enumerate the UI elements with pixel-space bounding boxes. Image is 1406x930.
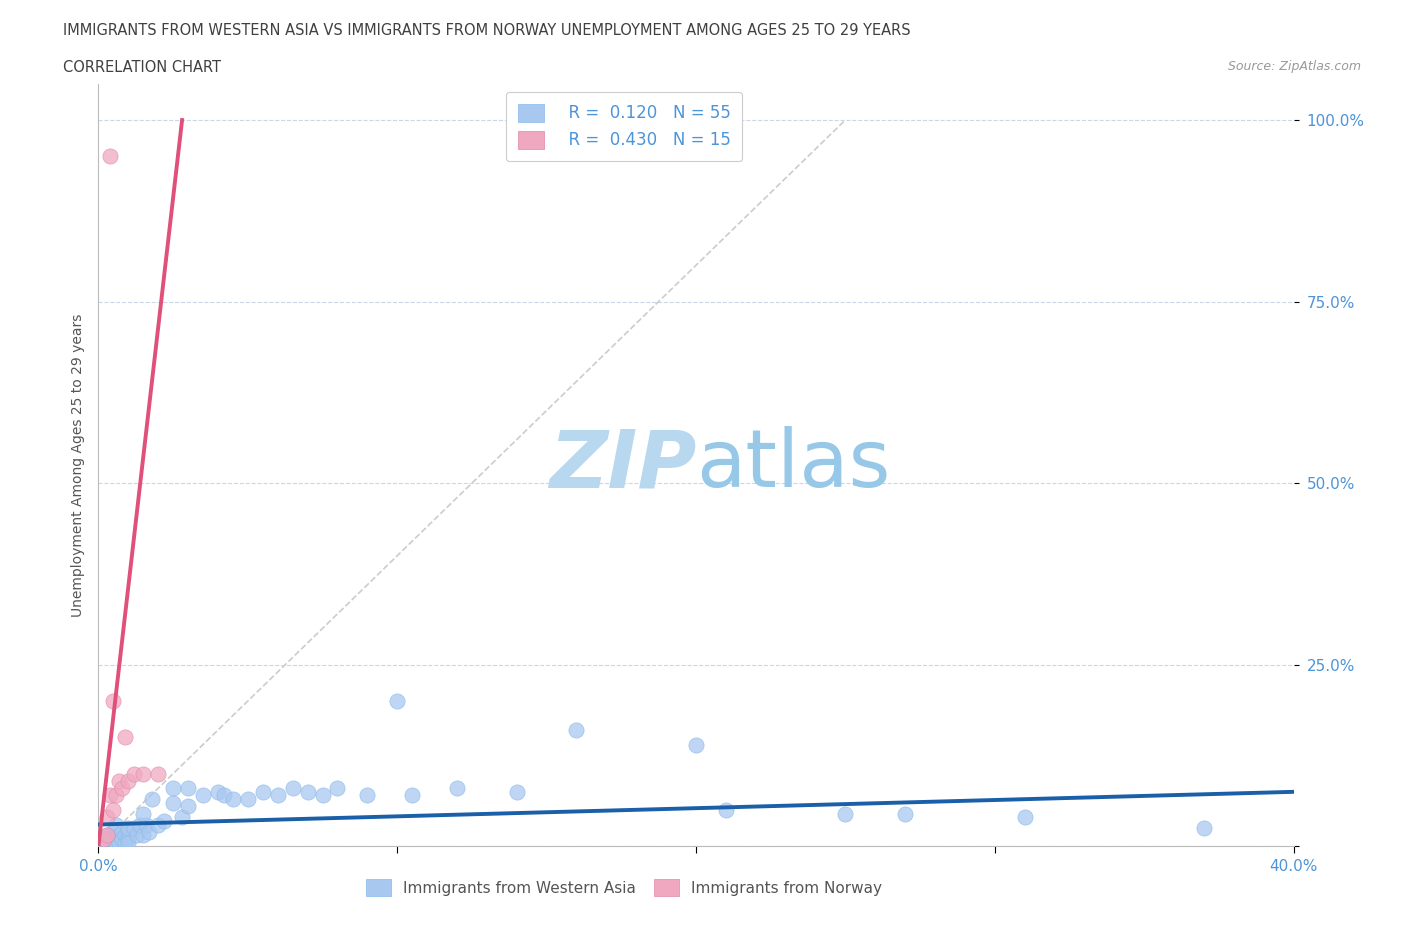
Point — [506, 784, 529, 799]
Point — [114, 828, 136, 843]
Point — [685, 737, 707, 752]
Point — [127, 828, 149, 843]
Point — [96, 828, 118, 843]
Point — [96, 810, 118, 825]
Point — [401, 788, 423, 803]
Point — [117, 824, 139, 839]
Text: ZIP: ZIP — [548, 426, 696, 504]
Point — [114, 730, 136, 745]
Point — [108, 774, 131, 789]
Point — [222, 791, 245, 806]
Point — [135, 817, 157, 832]
Point — [105, 817, 128, 832]
Point — [114, 835, 136, 850]
Point — [111, 831, 134, 846]
Point — [124, 820, 146, 835]
Point — [252, 784, 274, 799]
Point — [714, 803, 737, 817]
Point — [96, 828, 118, 843]
Point — [93, 831, 115, 846]
Point — [565, 723, 588, 737]
Point — [326, 781, 349, 796]
Point — [385, 694, 409, 709]
Point — [117, 774, 139, 789]
Point — [111, 824, 134, 839]
Point — [103, 803, 125, 817]
Point — [834, 806, 856, 821]
Point — [1014, 810, 1036, 825]
Point — [297, 784, 319, 799]
Point — [108, 828, 131, 843]
Point — [132, 766, 155, 781]
Point — [103, 694, 125, 709]
Point — [117, 820, 139, 835]
Point — [132, 828, 155, 843]
Point — [148, 817, 170, 832]
Point — [191, 788, 214, 803]
Point — [98, 788, 122, 803]
Legend: Immigrants from Western Asia, Immigrants from Norway: Immigrants from Western Asia, Immigrants… — [359, 871, 890, 903]
Point — [105, 788, 128, 803]
Point — [172, 810, 194, 825]
Point — [129, 817, 152, 832]
Point — [138, 824, 160, 839]
Text: IMMIGRANTS FROM WESTERN ASIA VS IMMIGRANTS FROM NORWAY UNEMPLOYMENT AMONG AGES 2: IMMIGRANTS FROM WESTERN ASIA VS IMMIGRAN… — [63, 23, 911, 38]
Text: Source: ZipAtlas.com: Source: ZipAtlas.com — [1227, 60, 1361, 73]
Point — [311, 788, 333, 803]
Point — [105, 835, 128, 850]
Point — [207, 784, 229, 799]
Y-axis label: Unemployment Among Ages 25 to 29 years: Unemployment Among Ages 25 to 29 years — [70, 313, 84, 617]
Point — [132, 806, 155, 821]
Point — [98, 149, 122, 164]
Point — [117, 831, 139, 846]
Point — [894, 806, 917, 821]
Text: CORRELATION CHART: CORRELATION CHART — [63, 60, 221, 75]
Point — [162, 795, 184, 810]
Point — [103, 824, 125, 839]
Point — [446, 781, 468, 796]
Text: atlas: atlas — [696, 426, 890, 504]
Point — [212, 788, 235, 803]
Point — [236, 791, 259, 806]
Point — [124, 766, 146, 781]
Point — [162, 781, 184, 796]
Point — [1192, 820, 1215, 835]
Point — [177, 799, 200, 814]
Point — [267, 788, 290, 803]
Point — [281, 781, 304, 796]
Point — [93, 831, 115, 846]
Point — [141, 791, 163, 806]
Point — [153, 814, 176, 829]
Point — [177, 781, 200, 796]
Point — [98, 831, 122, 846]
Point — [148, 766, 170, 781]
Point — [108, 835, 131, 850]
Point — [111, 781, 134, 796]
Point — [103, 831, 125, 846]
Point — [356, 788, 378, 803]
Point — [117, 835, 139, 850]
